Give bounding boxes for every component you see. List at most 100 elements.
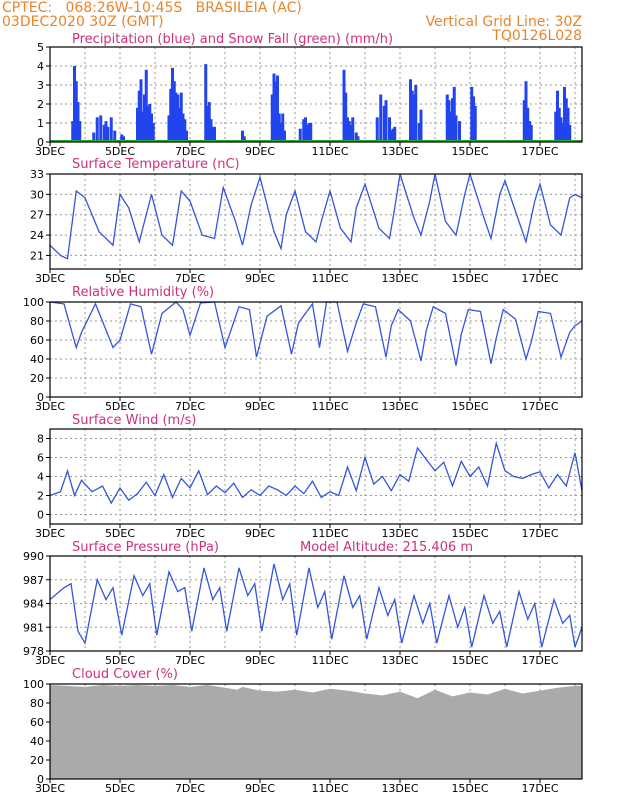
wind-xtick-label: 7DEC — [175, 527, 205, 540]
cloud-xtick-label: 9DEC — [245, 782, 275, 795]
cloud-ytick-label: 80 — [30, 697, 44, 710]
precip-bar — [452, 86, 456, 142]
precip-ytick-label: 0 — [37, 136, 44, 149]
pres-title: Surface Pressure (hPa) — [72, 540, 219, 555]
precip-bar — [556, 90, 559, 142]
precip-bar — [388, 117, 391, 142]
rh-xtick-label: 15DEC — [451, 400, 488, 413]
precip-bar — [302, 119, 306, 142]
precip-bar — [528, 121, 531, 142]
rh-title: Relative Humidity (%) — [72, 285, 214, 300]
precip-bar — [106, 126, 110, 142]
precip-bar — [342, 69, 346, 142]
precip-xtick-label: 3DEC — [35, 145, 65, 158]
wind-ytick-label: 0 — [37, 509, 44, 522]
precip-bar — [559, 117, 563, 142]
precip-bar — [393, 126, 397, 142]
precip-bar — [120, 134, 124, 142]
precip-bar — [209, 119, 213, 142]
wind-xtick-label: 15DEC — [451, 527, 488, 540]
wind-xtick-label: 17DEC — [521, 527, 558, 540]
temp-frame — [49, 173, 583, 270]
wind-ytick-label: 6 — [37, 452, 44, 465]
precip-bar — [384, 100, 388, 142]
rh-ytick-label: 100 — [23, 296, 44, 309]
precip-bar — [185, 130, 188, 142]
precip-bar — [78, 121, 82, 142]
precip-bar — [473, 105, 477, 142]
pres-frame — [49, 555, 583, 652]
temp-xtick-label: 15DEC — [451, 272, 488, 285]
precip-bar — [522, 100, 526, 142]
precip-ytick-label: 4 — [37, 60, 44, 73]
precip-bar — [354, 132, 358, 142]
rh-ytick-label: 40 — [30, 353, 44, 366]
cloud-ytick-label: 100 — [23, 678, 44, 691]
precip-bar — [412, 94, 416, 142]
wind-ytick-label: 8 — [37, 433, 44, 446]
temp-ytick-label: 30 — [30, 188, 44, 201]
precip-bar — [274, 81, 278, 142]
precip-ytick-label: 2 — [37, 98, 44, 111]
pres-ytick-label: 978 — [23, 645, 44, 658]
wind-ytick-label: 2 — [37, 490, 44, 503]
precip-bar — [169, 88, 173, 142]
precip-bar — [204, 64, 208, 142]
precip-bar — [382, 105, 386, 142]
pres-xtick-label: 5DEC — [105, 654, 135, 667]
precip-bar — [270, 94, 274, 142]
cloud-ytick-label: 60 — [30, 716, 44, 729]
precip-bar — [171, 67, 174, 142]
precip-bar — [568, 124, 572, 142]
precip-bar — [99, 115, 103, 142]
pres-ytick-label: 981 — [23, 621, 44, 634]
precip-bar — [304, 117, 307, 142]
precip-bar — [344, 92, 348, 142]
precip-bar — [414, 85, 418, 142]
cloud-xtick-label: 13DEC — [381, 782, 418, 795]
rh-xtick-label: 13DEC — [381, 400, 418, 413]
wind-xtick-label: 9DEC — [245, 527, 275, 540]
precip-bar — [213, 126, 216, 142]
temp-ytick-label: 24 — [30, 229, 44, 242]
precip-bar — [389, 130, 393, 142]
precip-bar — [92, 132, 96, 142]
cloud-ytick-label: 20 — [30, 754, 44, 767]
precip-xtick-label: 5DEC — [105, 145, 135, 158]
precip-xtick-label: 11DEC — [311, 145, 348, 158]
model-altitude: Model Altitude: 215.406 m — [300, 540, 473, 555]
precip-bar — [183, 119, 187, 142]
precip-bar — [178, 107, 181, 142]
precip-bar — [277, 113, 281, 142]
temp-xtick-label: 17DEC — [521, 272, 558, 285]
precip-bar — [564, 98, 568, 142]
pres-xtick-label: 15DEC — [451, 654, 488, 667]
cloud-xtick-label: 15DEC — [451, 782, 488, 795]
precip-bar — [95, 117, 99, 142]
pres-xtick-label: 3DEC — [35, 654, 65, 667]
precip-bar — [104, 121, 108, 142]
precip-bar — [566, 107, 570, 142]
precip-bar — [529, 124, 533, 142]
precip-bar — [146, 105, 150, 142]
precip-bar — [554, 111, 558, 142]
precip-bar — [410, 90, 414, 142]
precip-xtick-label: 9DEC — [245, 145, 275, 158]
pres-xtick-label: 7DEC — [175, 654, 205, 667]
pres-xtick-label: 9DEC — [245, 654, 275, 667]
pres-ytick-label: 984 — [23, 598, 44, 611]
precip-bar — [309, 123, 313, 142]
precip-bar — [242, 136, 246, 142]
rh-xtick-label: 9DEC — [245, 400, 275, 413]
precip-ytick-label: 1 — [37, 117, 44, 130]
cloud-xtick-label: 17DEC — [521, 782, 558, 795]
precip-bar — [74, 81, 78, 142]
header-date: 03DEC2020 30Z (GMT) — [2, 14, 164, 30]
wind-title: Surface Wind (m/s) — [72, 413, 196, 428]
precip-bar — [417, 123, 421, 142]
precip-bar — [76, 102, 80, 142]
precip-bar — [272, 73, 276, 142]
precip-bar — [298, 128, 302, 142]
precip-bar — [451, 98, 454, 142]
precip-bar — [109, 117, 113, 142]
